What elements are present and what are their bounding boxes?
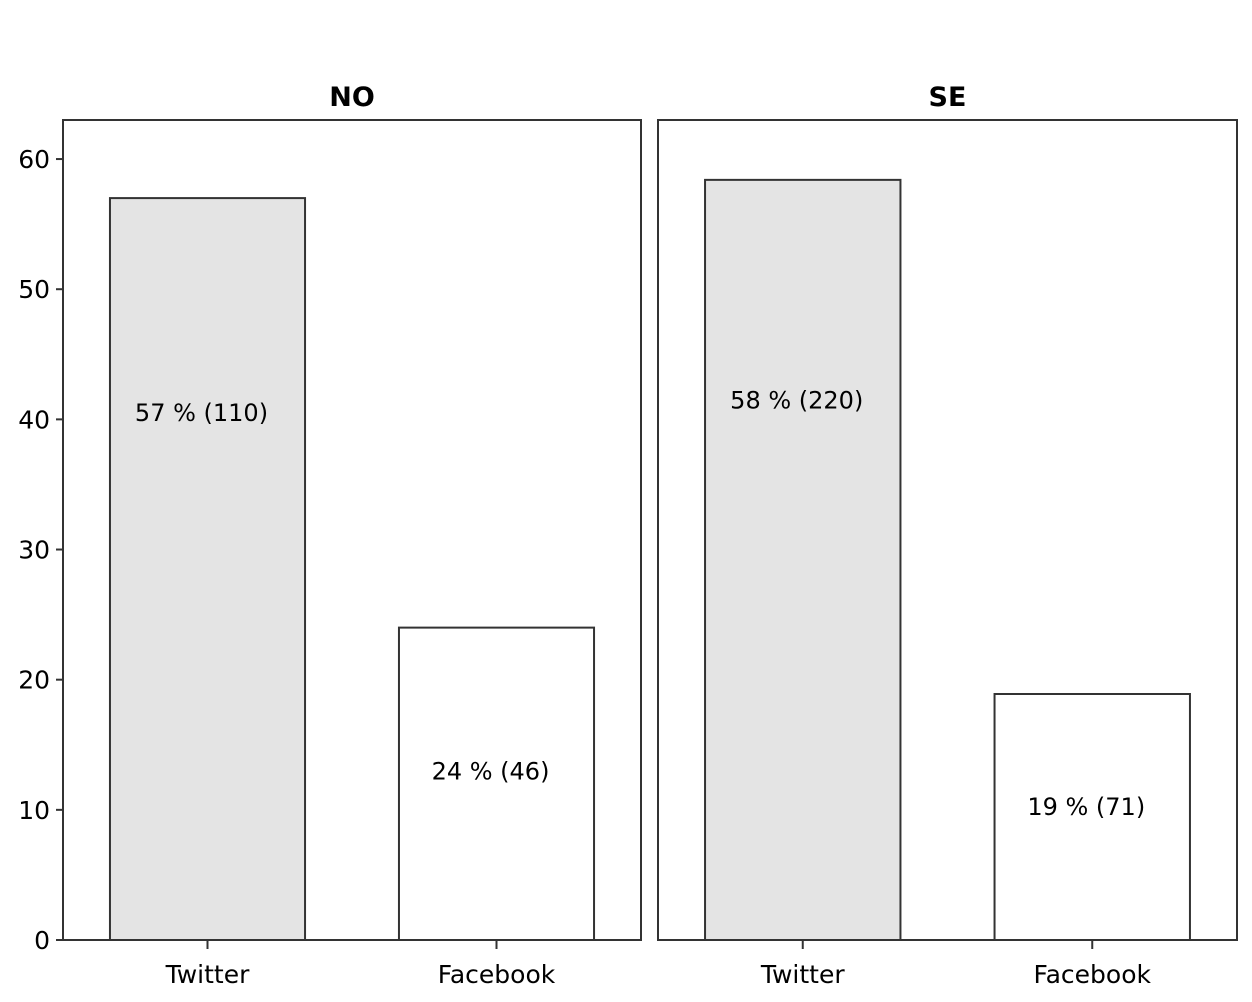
x-category-label: Twitter xyxy=(760,960,846,989)
y-tick-label: 20 xyxy=(18,666,50,695)
y-tick-label: 50 xyxy=(18,275,50,304)
chart-panels: NO 57 % (110) Twitter 24 % (46) Facebook SE 58… xyxy=(62,82,1238,989)
panel-se: SE 58 % (220) Twitter 19 % (71) Facebook xyxy=(657,82,1238,989)
y-tick-label: 60 xyxy=(18,145,50,174)
y-tick-label: 40 xyxy=(18,405,50,434)
y-tick-label: 10 xyxy=(18,796,50,825)
panel-frame xyxy=(62,119,642,941)
panel-no: NO 57 % (110) Twitter 24 % (46) Facebook xyxy=(62,82,642,989)
bar-facebook xyxy=(993,693,1191,941)
x-category-label: Facebook xyxy=(1034,960,1152,989)
y-axis: 0 10 20 30 40 50 60 xyxy=(18,145,63,955)
y-tick-label: 30 xyxy=(18,536,50,565)
bar-data-label: 19 % (71) xyxy=(1027,793,1145,821)
panel-title: SE xyxy=(929,82,967,113)
bar-data-label: 24 % (46) xyxy=(432,757,550,785)
bar-data-label: 57 % (110) xyxy=(135,399,268,427)
x-category-label: Twitter xyxy=(165,960,251,989)
panel-frame xyxy=(657,119,1238,941)
bar-twitter xyxy=(108,197,307,942)
x-category-label: Facebook xyxy=(438,960,556,989)
bar-data-label: 58 % (220) xyxy=(730,386,863,414)
panel-title: NO xyxy=(329,82,375,113)
y-tick-label: 0 xyxy=(34,926,50,955)
bar-twitter xyxy=(704,178,902,942)
